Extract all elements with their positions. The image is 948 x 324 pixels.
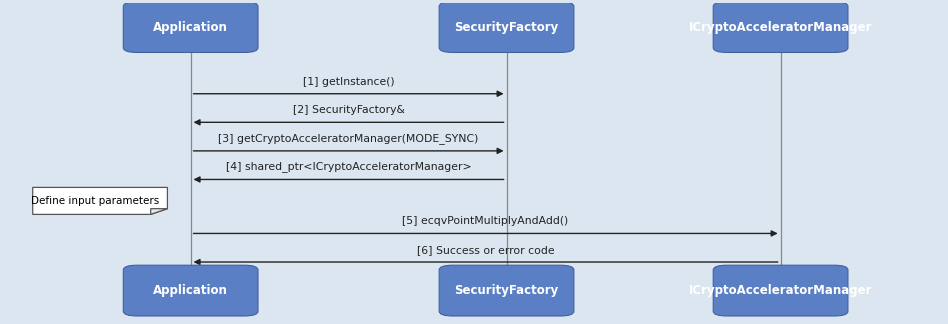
FancyBboxPatch shape (123, 2, 258, 52)
Text: [3] getCryptoAcceleratorManager(MODE_SYNC): [3] getCryptoAcceleratorManager(MODE_SYN… (218, 133, 479, 144)
Text: [2] SecurityFactory&: [2] SecurityFactory& (293, 105, 405, 115)
Text: SecurityFactory: SecurityFactory (454, 20, 558, 34)
Text: [4] shared_ptr<ICryptoAcceleratorManager>: [4] shared_ptr<ICryptoAcceleratorManager… (226, 162, 471, 172)
FancyBboxPatch shape (123, 265, 258, 316)
Text: Define input parameters: Define input parameters (31, 196, 159, 206)
Polygon shape (151, 209, 168, 214)
FancyBboxPatch shape (439, 265, 574, 316)
Text: [1] getInstance(): [1] getInstance() (302, 77, 394, 87)
Text: [6] Success or error code: [6] Success or error code (417, 245, 555, 255)
Text: SecurityFactory: SecurityFactory (454, 284, 558, 297)
Text: [5] ecqvPointMultiplyAndAdd(): [5] ecqvPointMultiplyAndAdd() (403, 216, 569, 226)
Text: Application: Application (154, 20, 228, 34)
Text: Application: Application (154, 284, 228, 297)
Text: ICryptoAcceleratorManager: ICryptoAcceleratorManager (689, 284, 872, 297)
FancyBboxPatch shape (713, 265, 848, 316)
Text: ICryptoAcceleratorManager: ICryptoAcceleratorManager (689, 20, 872, 34)
FancyBboxPatch shape (439, 2, 574, 52)
Polygon shape (32, 187, 168, 214)
FancyBboxPatch shape (713, 2, 848, 52)
